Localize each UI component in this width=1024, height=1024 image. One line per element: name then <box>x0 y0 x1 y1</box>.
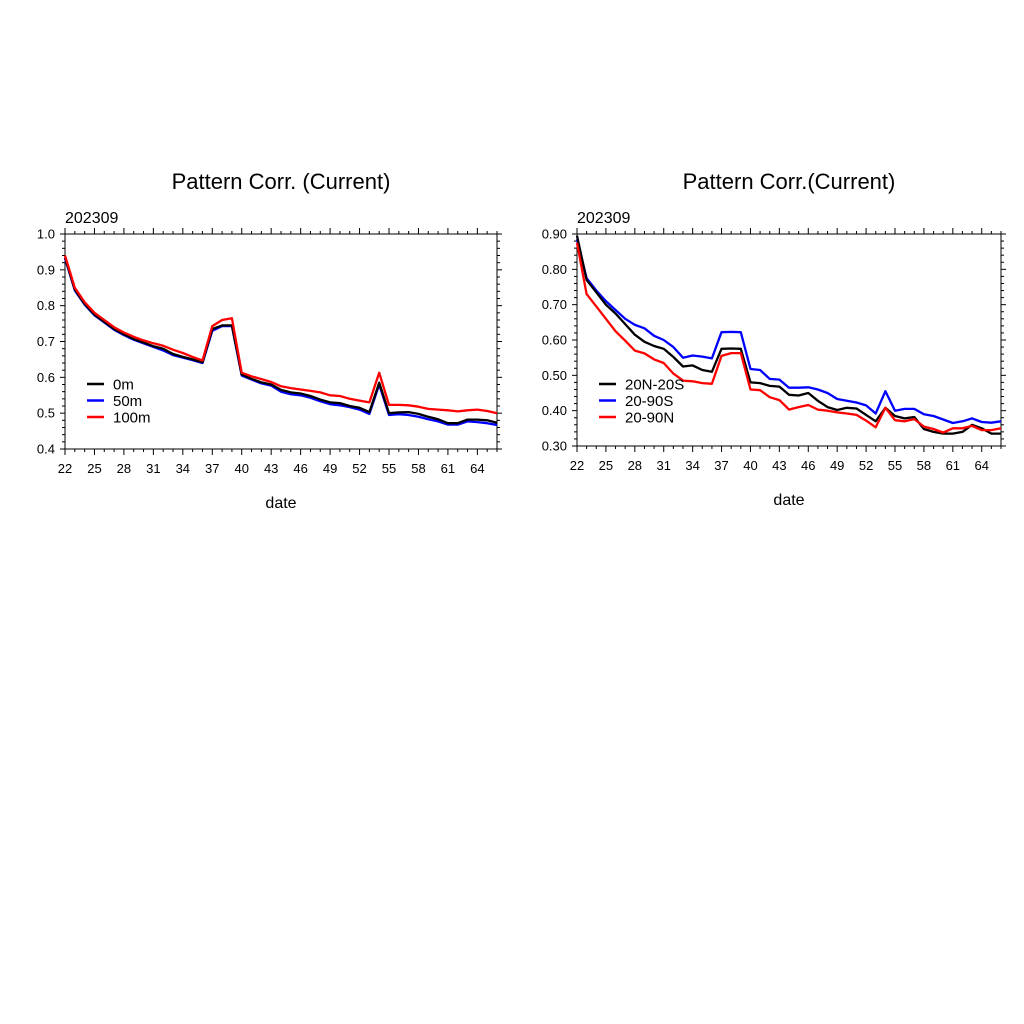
x-tick-label: 43 <box>772 458 786 473</box>
x-tick-label: 61 <box>441 461 455 476</box>
legend-label: 20N-20S <box>625 377 684 394</box>
x-axis-label: date <box>773 492 804 509</box>
chart-title: Pattern Corr. (Current) <box>172 169 391 194</box>
y-tick-label: 0.70 <box>542 297 567 312</box>
chart-subtitle: 202309 <box>65 210 118 227</box>
series-line-20-90s <box>575 239 1002 425</box>
y-tick-label: 0.5 <box>37 406 55 421</box>
y-tick-label: 0.80 <box>542 262 567 277</box>
legend-label: 0m <box>113 377 134 394</box>
x-tick-label: 43 <box>264 461 278 476</box>
x-tick-label: 31 <box>656 458 670 473</box>
x-tick-label: 40 <box>743 458 757 473</box>
x-tick-label: 64 <box>470 461 484 476</box>
series-line-100m <box>63 255 498 415</box>
x-tick-label: 64 <box>974 458 988 473</box>
legend-label: 50m <box>113 393 142 410</box>
x-tick-label: 55 <box>888 458 902 473</box>
x-tick-label: 49 <box>830 458 844 473</box>
chart-panel-1: Pattern Corr. (Current) 202309 0.4 0.5 0.6 0.… <box>37 169 502 512</box>
x-tick-label: 37 <box>714 458 728 473</box>
chart-title: Pattern Corr.(Current) <box>683 169 896 194</box>
x-tick-label: 25 <box>599 458 613 473</box>
x-tick-label: 40 <box>234 461 248 476</box>
x-tick-label: 46 <box>801 458 815 473</box>
y-tick-label: 0.4 <box>37 442 55 457</box>
y-tick-label: 0.6 <box>37 370 55 385</box>
x-tick-label: 28 <box>628 458 642 473</box>
y-tick-label: 0.7 <box>37 334 55 349</box>
y-tick-label: 0.60 <box>542 333 567 348</box>
x-tick-label: 61 <box>946 458 960 473</box>
x-tick-label: 58 <box>917 458 931 473</box>
x-tick-label: 49 <box>323 461 337 476</box>
x-tick-label: 28 <box>117 461 131 476</box>
y-tick-label: 0.90 <box>542 227 567 242</box>
x-tick-label: 58 <box>411 461 425 476</box>
y-tick-label: 0.30 <box>542 439 567 454</box>
x-tick-label: 31 <box>146 461 160 476</box>
x-tick-label: 46 <box>293 461 307 476</box>
series-line-20n-20s <box>575 235 1001 435</box>
series-line-0m <box>63 256 498 425</box>
x-tick-label: 25 <box>87 461 101 476</box>
y-tick-label: 0.50 <box>542 368 567 383</box>
x-tick-label: 55 <box>382 461 396 476</box>
x-tick-label: 34 <box>685 458 699 473</box>
chart-panel-2: Pattern Corr.(Current) 202309 0.30 0.40 0.50… <box>542 169 1006 509</box>
x-tick-label: 37 <box>205 461 219 476</box>
x-tick-label: 52 <box>859 458 873 473</box>
x-axis-label: date <box>265 495 296 512</box>
chart-subtitle: 202309 <box>577 210 630 227</box>
legend-label: 100m <box>113 410 151 427</box>
x-tick-label: 22 <box>570 458 584 473</box>
y-tick-label: 1.0 <box>37 227 55 242</box>
series-line-20-90n <box>575 242 1002 434</box>
x-tick-label: 34 <box>176 461 190 476</box>
legend-label: 20-90S <box>625 393 673 410</box>
y-tick-label: 0.9 <box>37 262 55 277</box>
x-tick-label: 22 <box>58 461 72 476</box>
y-tick-label: 0.40 <box>542 403 567 418</box>
y-tick-label: 0.8 <box>37 298 55 313</box>
x-tick-label: 52 <box>352 461 366 476</box>
legend-label: 20-90N <box>625 410 674 427</box>
